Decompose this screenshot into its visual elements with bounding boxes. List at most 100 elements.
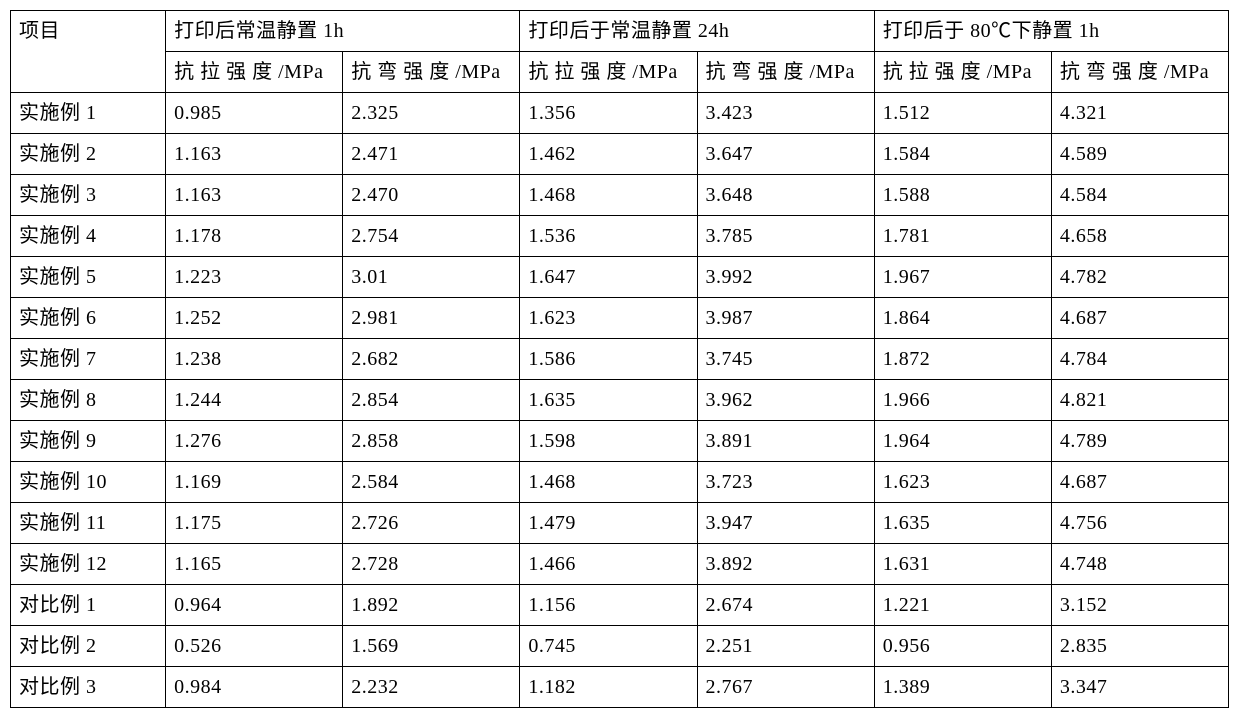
cell-value: 3.947	[697, 503, 874, 544]
cell-value: 2.854	[343, 380, 520, 421]
cell-value: 3.962	[697, 380, 874, 421]
header-group-1: 打印后于常温静置 24h	[520, 11, 874, 52]
cell-value: 4.821	[1051, 380, 1228, 421]
cell-value: 4.687	[1051, 298, 1228, 339]
cell-value: 3.745	[697, 339, 874, 380]
cell-value: 1.635	[520, 380, 697, 421]
cell-value: 1.635	[874, 503, 1051, 544]
header-row-1: 项目 打印后常温静置 1h 打印后于常温静置 24h 打印后于 80℃下静置 1…	[11, 11, 1229, 52]
table-row: 实施例 10.9852.3251.3563.4231.5124.321	[11, 93, 1229, 134]
cell-value: 1.588	[874, 175, 1051, 216]
cell-value: 1.389	[874, 667, 1051, 708]
cell-value: 1.623	[874, 462, 1051, 503]
cell-value: 0.956	[874, 626, 1051, 667]
cell-value: 2.584	[343, 462, 520, 503]
row-name: 对比例 1	[11, 585, 166, 626]
table-row: 对比例 10.9641.8921.1562.6741.2213.152	[11, 585, 1229, 626]
cell-value: 2.325	[343, 93, 520, 134]
cell-value: 0.526	[166, 626, 343, 667]
cell-value: 4.687	[1051, 462, 1228, 503]
cell-value: 4.789	[1051, 421, 1228, 462]
cell-value: 0.745	[520, 626, 697, 667]
cell-value: 4.584	[1051, 175, 1228, 216]
header-tensile-2: 抗 拉 强 度 /MPa	[874, 52, 1051, 93]
cell-value: 1.163	[166, 175, 343, 216]
header-tensile-0: 抗 拉 强 度 /MPa	[166, 52, 343, 93]
row-name: 实施例 9	[11, 421, 166, 462]
row-name: 实施例 11	[11, 503, 166, 544]
cell-value: 2.682	[343, 339, 520, 380]
cell-value: 1.864	[874, 298, 1051, 339]
cell-value: 2.754	[343, 216, 520, 257]
table-row: 实施例 121.1652.7281.4663.8921.6314.748	[11, 544, 1229, 585]
row-name: 对比例 3	[11, 667, 166, 708]
cell-value: 1.647	[520, 257, 697, 298]
table-row: 实施例 21.1632.4711.4623.6471.5844.589	[11, 134, 1229, 175]
data-table: 项目 打印后常温静置 1h 打印后于常温静置 24h 打印后于 80℃下静置 1…	[10, 10, 1229, 708]
row-name: 实施例 7	[11, 339, 166, 380]
cell-value: 1.223	[166, 257, 343, 298]
cell-value: 1.163	[166, 134, 343, 175]
cell-value: 2.674	[697, 585, 874, 626]
cell-value: 2.858	[343, 421, 520, 462]
cell-value: 1.586	[520, 339, 697, 380]
cell-value: 3.423	[697, 93, 874, 134]
cell-value: 1.165	[166, 544, 343, 585]
table-row: 实施例 111.1752.7261.4793.9471.6354.756	[11, 503, 1229, 544]
cell-value: 3.723	[697, 462, 874, 503]
cell-value: 1.623	[520, 298, 697, 339]
header-tensile-1: 抗 拉 强 度 /MPa	[520, 52, 697, 93]
cell-value: 2.767	[697, 667, 874, 708]
cell-value: 2.232	[343, 667, 520, 708]
cell-value: 1.536	[520, 216, 697, 257]
cell-value: 1.252	[166, 298, 343, 339]
row-name: 实施例 4	[11, 216, 166, 257]
row-name: 实施例 2	[11, 134, 166, 175]
cell-value: 3.987	[697, 298, 874, 339]
cell-value: 1.466	[520, 544, 697, 585]
cell-value: 3.891	[697, 421, 874, 462]
cell-value: 2.470	[343, 175, 520, 216]
cell-value: 2.728	[343, 544, 520, 585]
cell-value: 1.221	[874, 585, 1051, 626]
cell-value: 4.756	[1051, 503, 1228, 544]
cell-value: 4.658	[1051, 216, 1228, 257]
table-row: 对比例 30.9842.2321.1822.7671.3893.347	[11, 667, 1229, 708]
cell-value: 1.356	[520, 93, 697, 134]
row-name: 实施例 1	[11, 93, 166, 134]
cell-value: 2.251	[697, 626, 874, 667]
cell-value: 1.276	[166, 421, 343, 462]
header-item: 项目	[11, 11, 166, 93]
table-row: 实施例 71.2382.6821.5863.7451.8724.784	[11, 339, 1229, 380]
cell-value: 1.964	[874, 421, 1051, 462]
header-group-0: 打印后常温静置 1h	[166, 11, 520, 52]
cell-value: 3.992	[697, 257, 874, 298]
cell-value: 2.835	[1051, 626, 1228, 667]
cell-value: 1.244	[166, 380, 343, 421]
cell-value: 4.748	[1051, 544, 1228, 585]
cell-value: 1.631	[874, 544, 1051, 585]
cell-value: 1.468	[520, 175, 697, 216]
row-name: 实施例 5	[11, 257, 166, 298]
cell-value: 4.321	[1051, 93, 1228, 134]
cell-value: 3.648	[697, 175, 874, 216]
table-row: 实施例 81.2442.8541.6353.9621.9664.821	[11, 380, 1229, 421]
header-group-2: 打印后于 80℃下静置 1h	[874, 11, 1228, 52]
cell-value: 2.726	[343, 503, 520, 544]
cell-value: 1.512	[874, 93, 1051, 134]
cell-value: 3.892	[697, 544, 874, 585]
header-row-2: 抗 拉 强 度 /MPa 抗 弯 强 度 /MPa 抗 拉 强 度 /MPa 抗…	[11, 52, 1229, 93]
cell-value: 1.872	[874, 339, 1051, 380]
cell-value: 1.966	[874, 380, 1051, 421]
row-name: 实施例 3	[11, 175, 166, 216]
cell-value: 1.892	[343, 585, 520, 626]
cell-value: 1.178	[166, 216, 343, 257]
cell-value: 1.967	[874, 257, 1051, 298]
cell-value: 1.569	[343, 626, 520, 667]
cell-value: 1.584	[874, 134, 1051, 175]
cell-value: 4.782	[1051, 257, 1228, 298]
cell-value: 1.479	[520, 503, 697, 544]
cell-value: 3.01	[343, 257, 520, 298]
cell-value: 2.981	[343, 298, 520, 339]
table-row: 实施例 91.2762.8581.5983.8911.9644.789	[11, 421, 1229, 462]
